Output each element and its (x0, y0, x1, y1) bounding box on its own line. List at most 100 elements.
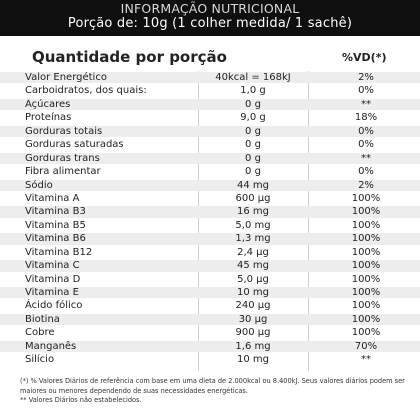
nutrient-vd: 100% (351, 260, 381, 272)
footnote-not-established: ** Valores Diários não estabelecidos. (20, 396, 142, 405)
nutrient-name: Vitamina C (25, 260, 80, 272)
nutrient-vd: 100% (351, 233, 381, 245)
nutrient-name: Fibra alimentar (25, 166, 101, 178)
table-row: Vitamina B12 2,4 µg 100% (0, 246, 420, 259)
nutrition-header: INFORMAÇÃO NUTRICIONAL Porção de: 10g (1… (0, 0, 420, 36)
nutrient-amount: 44 mg (237, 179, 269, 191)
table-row: Manganês 1,6 mg 70% (0, 340, 420, 353)
nutrient-amount: 10 mg (237, 287, 269, 298)
nutrient-vd: 100% (351, 219, 381, 231)
nutrient-name: Sódio (25, 179, 53, 191)
nutrient-vd: 0% (358, 166, 374, 178)
nutrition-title: INFORMAÇÃO NUTRICIONAL (120, 1, 300, 16)
nutrient-vd: 100% (351, 273, 381, 285)
nutrient-name: Vitamina B12 (25, 246, 93, 258)
nutrient-name: Vitamina B3 (25, 206, 86, 218)
nutrient-vd: 100% (351, 313, 381, 325)
table-column-headers: Quantidade por porção %VD(*) (0, 48, 420, 66)
nutrient-name: Manganês (25, 340, 77, 352)
table-row: Vitamina B6 1,3 mg 100% (0, 232, 420, 246)
nutrient-name: Proteínas (25, 112, 72, 124)
footnote: (*) % Valores Diários de referência com … (20, 377, 414, 406)
nutrient-amount: 0 g (245, 166, 261, 178)
nutrient-name: Vitamina B5 (25, 219, 86, 231)
nutrient-name: Vitamina D (25, 273, 81, 285)
nutrient-vd: 100% (351, 246, 381, 258)
nutrient-vd: 70% (354, 340, 378, 352)
nutrient-vd: 100% (351, 192, 381, 204)
nutrient-name: Vitamina A (25, 192, 80, 204)
nutrient-amount: 5,0 mg (235, 219, 271, 231)
table-row: Gorduras trans 0 g ** (0, 152, 420, 165)
table-row: Gorduras totais 0 g 0% (0, 125, 420, 138)
quantity-header: Quantidade por porção (32, 48, 227, 66)
nutrient-name: Vitamina B6 (25, 233, 86, 245)
nutrient-vd: 100% (351, 327, 381, 339)
nutrient-amount: 900 µg (235, 327, 271, 339)
nutrient-amount: 10 mg (237, 354, 269, 366)
serving-size: Porção de: 10g (1 colher medida/ 1 sachê… (67, 16, 353, 31)
table-row: Vitamina E 10 mg 100% (0, 286, 420, 299)
nutrient-vd: 100% (351, 206, 381, 218)
nutrient-name: Carboidratos, dos quais: (25, 85, 147, 97)
nutrient-name: Gorduras totais (25, 125, 103, 137)
table-row: Sódio 44 mg 2% (0, 179, 420, 192)
table-row: Valor Energético 40kcal = 168kJ 2% (0, 71, 420, 84)
nutrient-amount: 600 µg (235, 192, 271, 204)
nutrition-table: Valor Energético 40kcal = 168kJ 2% Carboidr… (0, 71, 420, 367)
footnote-vd-reference: (*) % Valores Diários de referência com … (20, 377, 405, 395)
nutrient-vd: 18% (354, 112, 378, 124)
nutrient-vd: ** (361, 354, 371, 366)
nutrient-vd: ** (361, 98, 371, 110)
nutrient-name: Biotina (25, 313, 60, 325)
table-row: Açúcares 0 g ** (0, 98, 420, 111)
table-row: Vitamina B5 5,0 mg 100% (0, 219, 420, 232)
nutrient-vd: 100% (351, 287, 381, 298)
nutrient-name: Valor Energético (25, 72, 107, 83)
nutrient-amount: 0 g (245, 139, 261, 151)
nutrient-amount: 1,3 mg (235, 233, 271, 245)
nutrient-amount: 0 g (245, 98, 261, 110)
nutrient-name: Gorduras saturadas (25, 139, 124, 151)
nutrient-vd: 0% (358, 139, 374, 151)
nutrient-amount: 0 g (245, 152, 261, 164)
table-row: Biotina 30 µg 100% (0, 313, 420, 326)
table-row: Vitamina A 600 µg 100% (0, 192, 420, 205)
nutrient-name: Silício (25, 354, 55, 366)
nutrient-vd: 100% (351, 300, 381, 312)
table-row: Cobre 900 µg 100% (0, 326, 420, 339)
nutrient-vd: 0% (358, 85, 374, 97)
nutrient-name: Gorduras trans (25, 152, 100, 164)
nutrient-amount: 1,0 g (240, 85, 266, 97)
table-row: Silício 10 mg ** (0, 353, 420, 366)
nutrient-name: Açúcares (25, 98, 71, 110)
nutrient-name: Vitamina E (25, 287, 79, 298)
nutrient-amount: 9,0 g (240, 112, 266, 124)
table-row: Vitamina B3 16 mg 100% (0, 205, 420, 219)
nutrient-vd: 0% (358, 125, 374, 137)
nutrient-amount: 40kcal = 168kJ (215, 72, 291, 83)
nutrient-amount: 45 mg (237, 260, 269, 272)
column-divider (198, 71, 199, 371)
nutrient-amount: 16 mg (237, 206, 269, 218)
nutrient-name: Cobre (25, 327, 55, 339)
table-row: Ácido fólico 240 µg 100% (0, 299, 420, 312)
nutrient-amount: 1,6 mg (235, 340, 271, 352)
nutrient-amount: 240 µg (235, 300, 271, 312)
nutrient-vd: 2% (358, 179, 374, 191)
table-row: Fibra alimentar 0 g 0% (0, 165, 420, 178)
nutrient-amount: 0 g (245, 125, 261, 137)
table-row: Gorduras saturadas 0 g 0% (0, 138, 420, 151)
column-divider (308, 71, 309, 371)
table-row: Carboidratos, dos quais: 1,0 g 0% (0, 84, 420, 97)
table-row: Vitamina D 5,0 µg 100% (0, 273, 420, 286)
vd-header: %VD(*) (342, 51, 387, 64)
nutrient-vd: 2% (358, 72, 374, 83)
nutrient-name: Ácido fólico (25, 300, 83, 312)
nutrient-vd: ** (361, 152, 371, 164)
table-row: Proteínas 9,0 g 18% (0, 111, 420, 124)
nutrient-amount: 2,4 µg (237, 246, 269, 258)
nutrient-amount: 5,0 µg (237, 273, 269, 285)
nutrient-amount: 30 µg (238, 313, 268, 325)
table-row: Vitamina C 45 mg 100% (0, 259, 420, 272)
